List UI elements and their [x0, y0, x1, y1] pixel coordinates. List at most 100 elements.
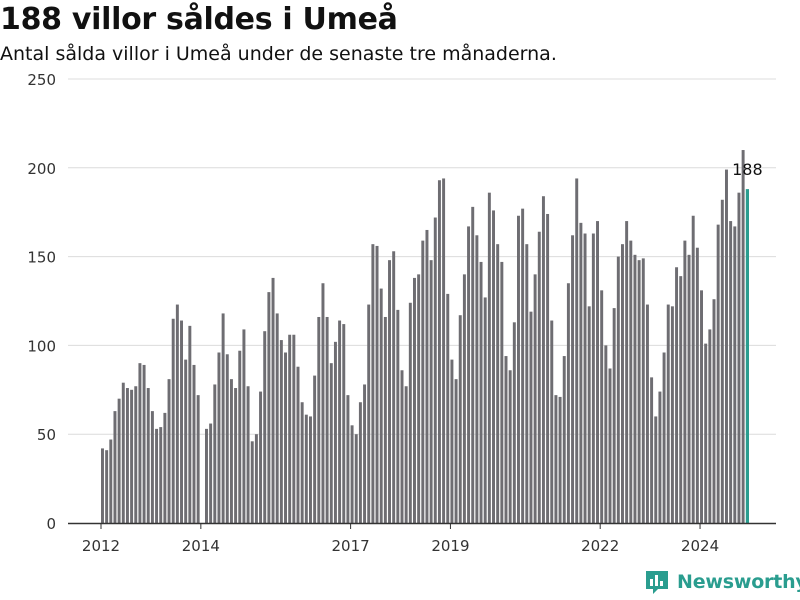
bar: [583, 233, 587, 523]
bar: [454, 379, 458, 523]
bar: [292, 334, 296, 523]
bar: [729, 221, 733, 523]
bar: [350, 425, 354, 523]
bar: [695, 247, 699, 523]
bar: [400, 370, 404, 523]
bar: [225, 354, 229, 523]
bar: [121, 382, 125, 523]
bar: [462, 274, 466, 523]
y-tick-label: 250: [27, 71, 56, 89]
bar: [171, 318, 175, 523]
bar: [150, 411, 154, 523]
bar: [600, 290, 604, 523]
bar: [101, 448, 104, 523]
bar: [504, 356, 508, 523]
bar: [704, 343, 708, 523]
bar: [737, 192, 741, 523]
bar: [687, 254, 691, 523]
bar: [716, 224, 720, 523]
x-tick-label: 2022: [581, 537, 619, 555]
bar: [213, 384, 217, 523]
bar: [675, 267, 679, 523]
bar: [608, 368, 612, 523]
bar: [259, 391, 263, 523]
bar: [433, 217, 437, 523]
bar: [288, 334, 292, 523]
bar: [342, 324, 346, 523]
bar: [304, 414, 308, 523]
bar: [691, 215, 695, 523]
bar: [537, 231, 541, 523]
bar: [733, 226, 737, 523]
bar: [246, 386, 250, 523]
bar: [483, 297, 487, 523]
bar: [708, 329, 712, 523]
bar: [720, 199, 724, 523]
bar: [375, 245, 379, 523]
bar: [579, 222, 583, 523]
y-tick-label: 50: [37, 426, 56, 444]
bar: [512, 322, 516, 523]
bar: [471, 206, 475, 523]
bar: [496, 244, 500, 523]
bar: [654, 416, 658, 523]
bar: [650, 377, 654, 523]
page-subtitle: Antal sålda villor i Umeå under de senas…: [0, 43, 557, 65]
bar: [242, 329, 246, 523]
bar: [591, 233, 595, 523]
bar: [263, 331, 267, 523]
newsworthy-logo: Newsworthy: [644, 569, 800, 595]
bar: [196, 395, 200, 523]
bar: [458, 315, 462, 523]
bar: [134, 386, 138, 523]
bar: [587, 306, 591, 523]
bar: [666, 304, 670, 523]
bar: [363, 384, 367, 523]
bar: [284, 352, 287, 523]
bar: [637, 260, 641, 523]
bar: [379, 288, 383, 523]
bar: [217, 352, 221, 523]
bar: [180, 320, 183, 523]
bar: [558, 396, 562, 523]
bar: [700, 290, 703, 523]
bar: [604, 345, 608, 523]
bar: [321, 283, 325, 523]
bar: [184, 359, 188, 523]
bar: [442, 178, 446, 523]
y-tick-label: 100: [27, 337, 56, 355]
x-tick-label: 2019: [431, 537, 469, 555]
bar: [192, 364, 196, 523]
bar: [658, 391, 662, 523]
bar: [205, 428, 208, 523]
bar: [683, 240, 687, 523]
bar: [467, 226, 471, 523]
bar: [125, 388, 129, 523]
bar: [163, 412, 167, 523]
bar: [254, 434, 258, 523]
highlighted-bar: [745, 189, 749, 523]
bar: [105, 450, 109, 523]
bar: [425, 229, 429, 523]
bar: [329, 363, 333, 523]
bar: [554, 395, 558, 523]
bar: [354, 434, 358, 523]
bar: [450, 359, 454, 523]
bar: [109, 439, 113, 523]
y-tick-label: 200: [27, 160, 56, 178]
bar: [229, 379, 233, 523]
bar: [404, 386, 408, 523]
bar: [417, 274, 421, 523]
bar: [596, 221, 599, 523]
bar: [159, 427, 163, 523]
bar: [146, 388, 150, 523]
bar: [566, 283, 570, 523]
x-tick-label: 2012: [82, 537, 120, 555]
bar: [408, 302, 412, 523]
bar: [413, 277, 416, 523]
bar: [175, 304, 179, 523]
x-tick-label: 2014: [182, 537, 220, 555]
bar: [296, 366, 300, 523]
bar: [571, 235, 575, 523]
